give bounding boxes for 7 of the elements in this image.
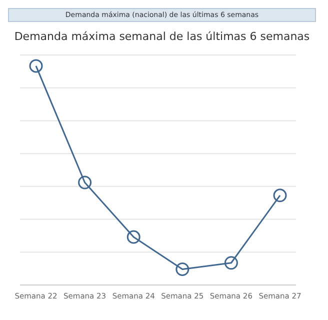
point <box>29 59 43 73</box>
point <box>224 256 238 270</box>
point <box>176 262 190 276</box>
chart-title: Demanda máxima semanal de las últimas 6 semanas <box>13 30 311 43</box>
point <box>273 188 287 202</box>
point <box>126 230 140 244</box>
point <box>78 176 92 190</box>
